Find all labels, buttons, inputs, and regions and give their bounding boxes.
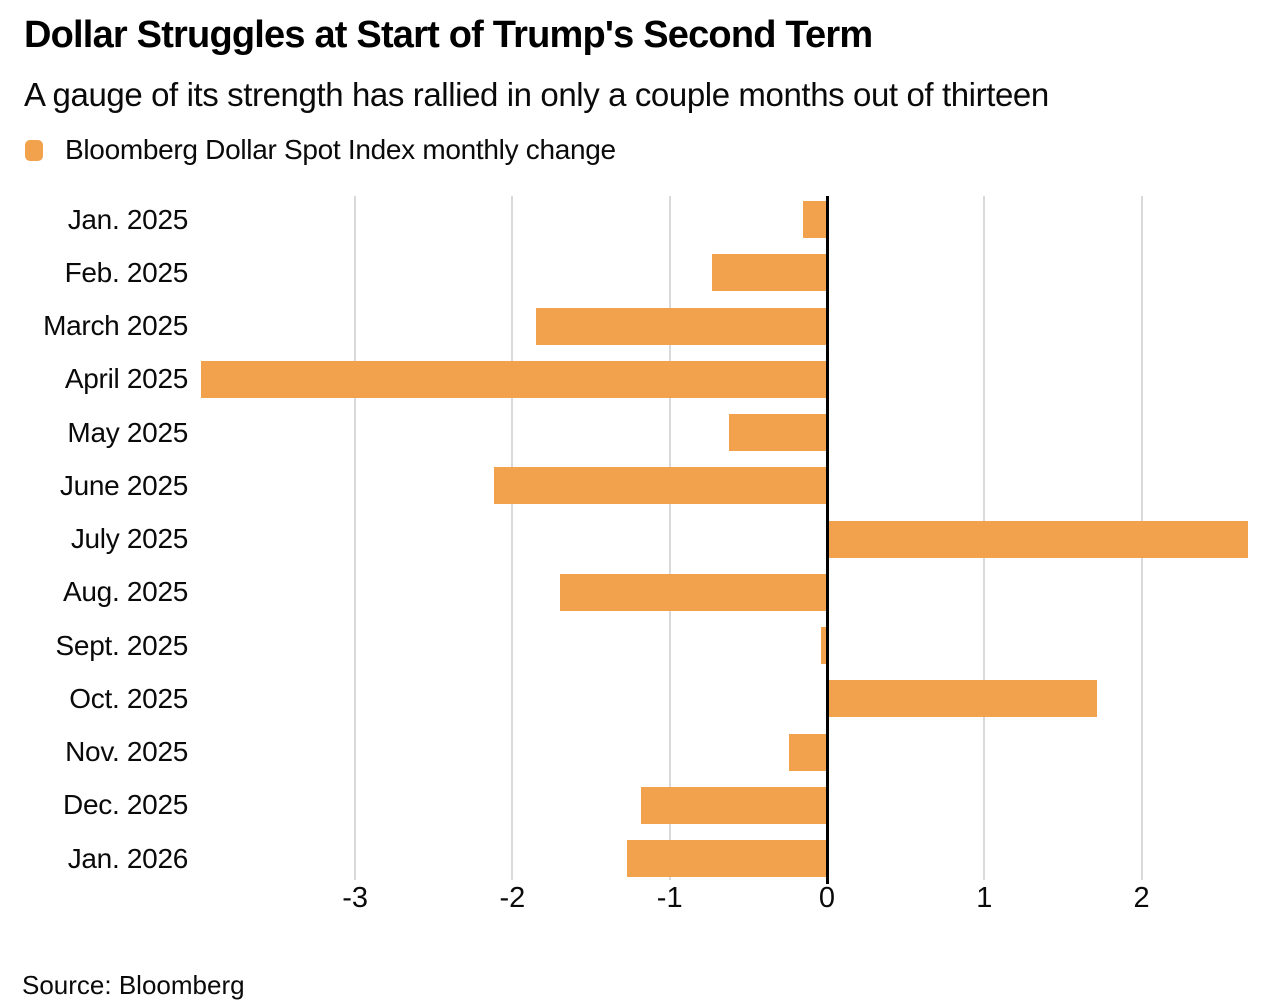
page-subtitle: A gauge of its strength has rallied in o…	[24, 76, 1049, 113]
legend: Bloomberg Dollar Spot Index monthly chan…	[25, 134, 616, 165]
bar-nov-2025	[789, 733, 827, 771]
x-tick-label-0: 0	[818, 882, 836, 914]
bar-july-2025	[828, 520, 1249, 558]
bar-march-2025	[535, 307, 827, 345]
row-label-dec-2025: Dec. 2025	[63, 789, 188, 821]
row-label-jan-2026: Jan. 2026	[67, 842, 189, 874]
gridline--2	[511, 196, 514, 880]
bar-jan-2026	[627, 840, 827, 877]
x-tick-label-1: 1	[976, 882, 993, 914]
row-label-nov-2025: Nov. 2025	[65, 736, 188, 767]
page-title: Dollar Struggles at Start of Trump's Sec…	[24, 14, 873, 56]
row-label-sept-2025: Sept. 2025	[55, 629, 189, 661]
x-tick-label-2: 2	[1133, 882, 1150, 914]
bar-jan-2025	[803, 201, 827, 238]
bar-june-2025	[493, 467, 827, 505]
legend-swatch-icon	[25, 139, 43, 161]
bar-aug-2025	[559, 573, 827, 611]
bar-dec-2025	[641, 786, 827, 824]
row-label-aug-2025: Aug. 2025	[63, 576, 188, 608]
x-tick-label--2: -2	[499, 882, 526, 914]
bar-april-2025	[200, 360, 827, 398]
source-note: Source: Bloomberg	[22, 970, 245, 1000]
gridline--1	[668, 196, 671, 880]
bar-may-2025	[729, 414, 827, 451]
x-tick-label--3: -3	[342, 882, 368, 914]
legend-label: Bloomberg Dollar Spot Index monthly chan…	[65, 134, 616, 165]
row-label-jan-2025: Jan. 2025	[67, 203, 189, 235]
row-label-oct-2025: Oct. 2025	[69, 682, 188, 714]
row-label-june-2025: June 2025	[59, 469, 188, 501]
gridline--3	[354, 196, 357, 880]
zero-axis-line	[825, 196, 829, 884]
bar-oct-2025	[828, 680, 1098, 718]
bar-feb-2025	[712, 254, 827, 292]
x-tick-label--1: -1	[656, 882, 683, 914]
bar-sept-2025	[820, 627, 827, 664]
row-label-may-2025: May 2025	[67, 416, 188, 448]
row-label-july-2025: July 2025	[70, 523, 188, 554]
row-label-april-2025: April 2025	[64, 363, 188, 395]
row-label-march-2025: March 2025	[43, 310, 188, 341]
row-label-feb-2025: Feb. 2025	[64, 256, 189, 288]
